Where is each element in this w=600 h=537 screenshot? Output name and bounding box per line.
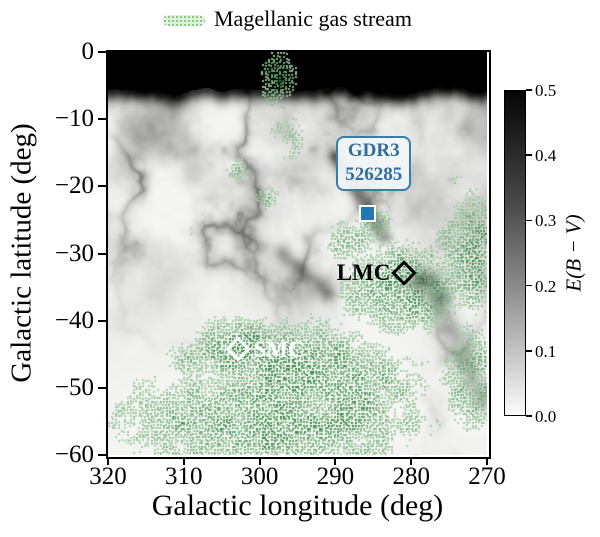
x-axis-label: Galactic longitude (deg) bbox=[151, 489, 444, 522]
y-tick-label-2: −20 bbox=[54, 172, 94, 200]
colorbar-tick-mark-1 bbox=[526, 154, 532, 156]
colorbar-tick-label-4: 0.1 bbox=[535, 341, 557, 361]
x-tick-label-280: 280 bbox=[392, 463, 430, 490]
colorbar-gradient bbox=[504, 90, 526, 416]
y-tick-label-5: −50 bbox=[54, 373, 94, 401]
x-tick-mark-280 bbox=[410, 457, 413, 465]
colorbar-tick-mark-3 bbox=[526, 284, 532, 287]
colorbar-tick-mark-0 bbox=[526, 89, 532, 91]
y-tick-label-3: −30 bbox=[54, 239, 94, 267]
y-tick-mark-4 bbox=[98, 319, 106, 322]
legend-swatch-magellanic-stream-icon bbox=[163, 15, 205, 26]
x-tick-mark-290 bbox=[334, 457, 337, 465]
colorbar-tick-mark-4 bbox=[526, 350, 532, 352]
x-tick-label-290: 290 bbox=[316, 463, 355, 490]
x-tick-mark-270 bbox=[486, 457, 488, 465]
label-lmc: LMC bbox=[336, 259, 391, 285]
x-tick-mark-310 bbox=[182, 457, 185, 465]
legend-label: Magellanic gas stream bbox=[214, 6, 412, 31]
sky-map-canvas bbox=[108, 52, 487, 455]
y-tick-mark-6 bbox=[98, 454, 106, 456]
y-tick-label-6: −60 bbox=[54, 441, 94, 468]
x-tick-label-320: 320 bbox=[89, 463, 127, 490]
x-tick-mark-320 bbox=[107, 457, 109, 465]
y-tick-mark-1 bbox=[98, 118, 106, 121]
colorbar-label: E(B − V) bbox=[561, 214, 586, 292]
x-tick-label-300: 300 bbox=[240, 463, 279, 490]
label-gdr3-526285: GDR3 526285 bbox=[336, 136, 412, 192]
colorbar-tick-label-5: 0.0 bbox=[535, 407, 557, 426]
x-tick-label-270: 270 bbox=[468, 463, 506, 490]
colorbar-tick-label-2: 0.3 bbox=[535, 211, 557, 231]
y-tick-mark-0 bbox=[98, 51, 106, 53]
y-tick-mark-5 bbox=[98, 386, 106, 389]
y-tick-label-4: −40 bbox=[54, 306, 94, 334]
colorbar-tick-label-3: 0.2 bbox=[535, 276, 557, 296]
colorbar-tick-label-0: 0.5 bbox=[535, 81, 557, 100]
x-tick-label-310: 310 bbox=[165, 463, 203, 490]
label-smc: SMC bbox=[253, 336, 305, 362]
x-tick-mark-300 bbox=[258, 457, 261, 465]
y-tick-mark-3 bbox=[98, 252, 106, 255]
y-tick-label-0: 0 bbox=[81, 38, 95, 65]
y-tick-mark-2 bbox=[98, 185, 106, 188]
colorbar-tick-mark-2 bbox=[526, 219, 532, 222]
marker-gdr3-526285 bbox=[358, 204, 376, 222]
colorbar-tick-mark-5 bbox=[526, 415, 532, 417]
colorbar-tick-label-1: 0.4 bbox=[535, 146, 557, 166]
y-tick-label-1: −10 bbox=[54, 105, 94, 133]
